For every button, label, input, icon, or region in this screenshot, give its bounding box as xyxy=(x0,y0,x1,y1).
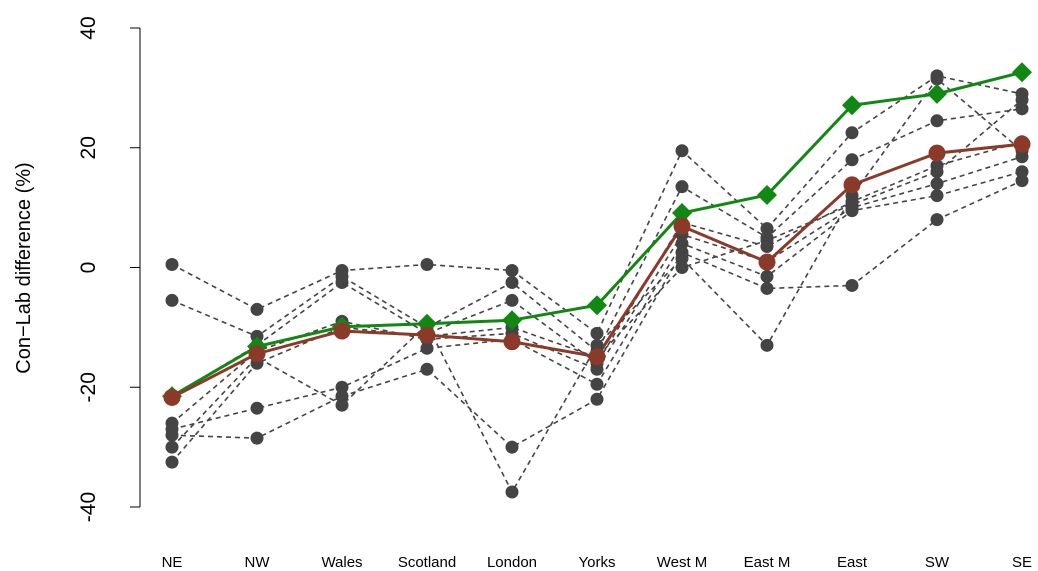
marker xyxy=(590,362,604,376)
x-tick-label: East M xyxy=(744,554,791,571)
x-tick-label: Yorks xyxy=(579,554,616,571)
marker xyxy=(672,203,692,224)
x-tick-label: East xyxy=(837,554,868,571)
marker xyxy=(250,401,264,415)
marker xyxy=(335,389,349,403)
marker xyxy=(165,258,179,272)
marker xyxy=(675,144,689,158)
marker xyxy=(590,326,604,340)
series-line xyxy=(171,108,1023,353)
y-tick-label: 20 xyxy=(77,136,100,159)
marker xyxy=(930,114,944,128)
marker xyxy=(590,338,604,352)
marker xyxy=(165,440,179,454)
y-tick-label: 0 xyxy=(77,262,100,274)
marker xyxy=(248,345,266,363)
marker xyxy=(590,377,604,391)
marker xyxy=(505,275,519,289)
marker xyxy=(165,428,179,442)
marker xyxy=(760,269,774,283)
series-line xyxy=(171,99,1023,463)
x-tick-label: NE xyxy=(162,554,183,571)
x-tick-label: NW xyxy=(245,554,271,571)
marker xyxy=(250,329,264,343)
marker xyxy=(928,144,946,162)
marker xyxy=(1013,135,1031,153)
marker xyxy=(420,341,434,355)
series-line xyxy=(171,155,1023,424)
series-line xyxy=(171,75,1023,335)
marker xyxy=(420,258,434,272)
marker xyxy=(1015,165,1029,179)
marker xyxy=(590,392,604,406)
marker xyxy=(250,431,264,445)
marker xyxy=(845,126,859,140)
x-tick-label: Scotland xyxy=(398,554,456,571)
marker xyxy=(502,310,522,331)
marker xyxy=(163,388,181,406)
marker xyxy=(845,153,859,167)
marker xyxy=(845,278,859,292)
marker xyxy=(1015,174,1029,188)
marker xyxy=(335,398,349,412)
marker xyxy=(930,213,944,227)
marker xyxy=(760,338,774,352)
marker xyxy=(1012,62,1032,83)
x-tick-label: SW xyxy=(925,554,950,571)
marker xyxy=(675,261,689,274)
marker xyxy=(503,333,521,351)
marker xyxy=(675,180,689,194)
marker xyxy=(930,189,944,203)
x-tick-label: West M xyxy=(657,554,708,571)
marker xyxy=(505,440,519,454)
marker xyxy=(587,295,607,316)
marker xyxy=(845,198,859,212)
marker xyxy=(333,322,351,340)
marker xyxy=(673,217,691,235)
marker xyxy=(1015,93,1029,107)
y-tick-label: -40 xyxy=(77,492,100,522)
marker xyxy=(165,293,179,307)
marker xyxy=(505,293,519,307)
x-tick-label: Wales xyxy=(321,554,362,571)
marker xyxy=(250,302,264,316)
y-tick-label: -20 xyxy=(77,372,100,402)
marker xyxy=(760,281,774,295)
marker xyxy=(335,275,349,289)
marker xyxy=(927,83,947,104)
marker xyxy=(418,326,436,344)
y-tick-label: 40 xyxy=(77,16,100,39)
marker xyxy=(165,455,179,469)
marker xyxy=(760,234,774,248)
marker xyxy=(1015,102,1029,116)
marker xyxy=(420,362,434,376)
x-tick-label: SE xyxy=(1012,554,1032,571)
marker xyxy=(842,95,862,116)
marker xyxy=(930,72,944,86)
marker xyxy=(675,252,689,266)
marker xyxy=(675,237,689,251)
marker xyxy=(843,176,861,194)
marker xyxy=(930,177,944,191)
marker xyxy=(930,165,944,179)
marker xyxy=(760,222,774,236)
marker xyxy=(505,263,519,277)
marker xyxy=(588,348,606,366)
x-tick-label: London xyxy=(487,554,537,571)
marker xyxy=(505,485,519,499)
y-axis-label: Con−Lab difference (%) xyxy=(13,162,35,373)
marker xyxy=(335,380,349,394)
marker xyxy=(757,185,777,206)
marker xyxy=(758,253,776,271)
